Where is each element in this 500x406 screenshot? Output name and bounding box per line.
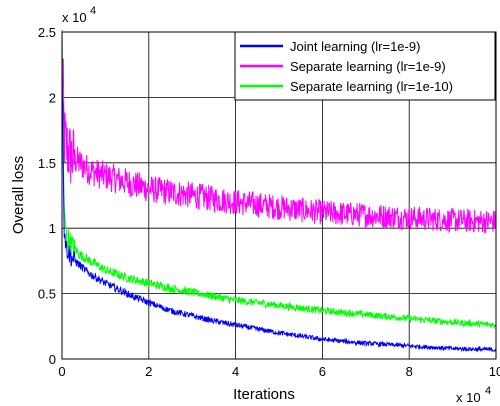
tick-layer: 0 2 4 6 8 10 0 0.5 1 1.5 2 2.5: [38, 25, 500, 379]
y-multiplier-exponent: 4: [90, 5, 96, 17]
legend-entry: Separate learning (lr=1e-10): [290, 79, 453, 94]
series-line: [61, 29, 497, 234]
x-tick-label: 0: [58, 364, 65, 379]
x-multiplier: x 10: [456, 390, 481, 405]
y-tick-label: 0.5: [38, 287, 56, 302]
x-tick-label: 8: [406, 364, 413, 379]
y-multiplier: x 10: [62, 10, 87, 25]
x-tick-label: 2: [145, 364, 152, 379]
legend: Joint learning (lr=1e-9) Separate learnin…: [234, 31, 496, 101]
x-multiplier-exponent: 4: [485, 385, 491, 397]
y-tick-label: 1: [49, 221, 56, 236]
x-tick-label: 4: [232, 364, 239, 379]
y-tick-label: 2: [49, 90, 56, 105]
series-line: [61, 55, 497, 353]
series-line: [61, 31, 497, 330]
legend-entry: Joint learning (lr=1e-9): [290, 39, 420, 54]
x-tick-label: 6: [319, 364, 326, 379]
x-axis-label: Iterations: [233, 386, 295, 403]
series-layer: [61, 29, 497, 353]
y-tick-label: 0: [49, 352, 56, 367]
legend-entry: Separate learning (lr=1e-9): [290, 59, 446, 74]
y-tick-label: 1.5: [38, 156, 56, 171]
x-tick-label: 10: [489, 364, 500, 379]
y-tick-label: 2.5: [38, 25, 56, 40]
y-axis-label: Overall loss: [10, 156, 27, 234]
